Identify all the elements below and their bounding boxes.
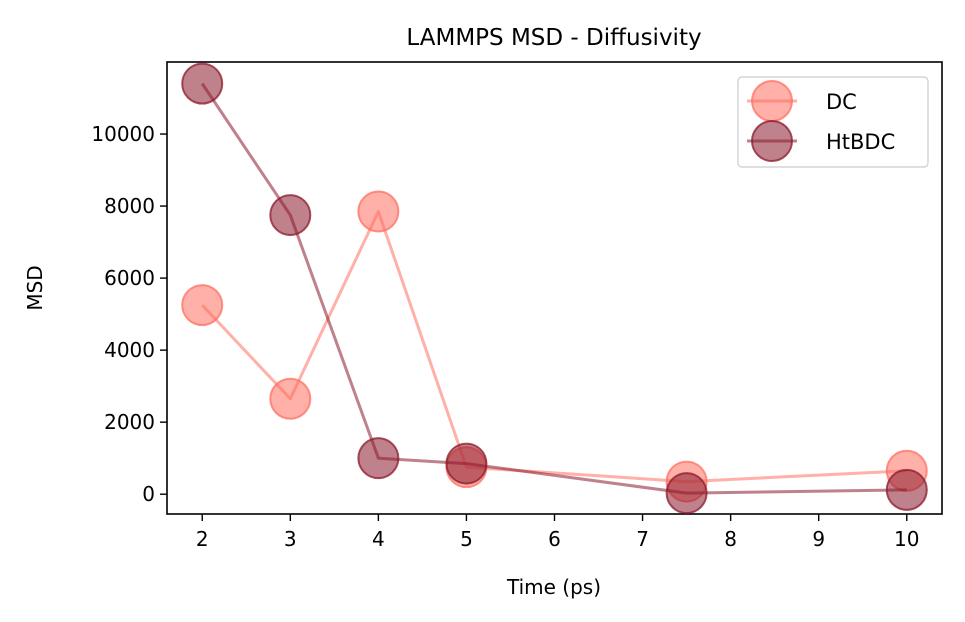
legend-label: DC [826, 90, 857, 114]
legend: DC HtBDC [737, 76, 929, 168]
y-axis-label: MSD [23, 265, 47, 310]
y-tick-label: 10000 [91, 122, 155, 146]
x-tick-label: 7 [636, 527, 649, 551]
x-tick-label: 3 [284, 527, 297, 551]
data-point [269, 194, 312, 237]
x-tick-label: 2 [196, 527, 209, 551]
y-tick-label: 4000 [104, 338, 155, 362]
x-tick-label: 5 [460, 527, 473, 551]
x-tick-label: 6 [548, 527, 561, 551]
data-point [357, 190, 400, 233]
data-point [181, 62, 224, 105]
x-axis: 2 3 4 5 6 7 8 9 10 [196, 514, 919, 551]
data-point [445, 442, 488, 485]
data-point [357, 437, 400, 480]
data-point [885, 468, 928, 511]
series-htbdc [181, 62, 928, 515]
data-point [269, 377, 312, 420]
chart-title: LAMMPS MSD - Diffusivity [406, 25, 701, 51]
legend-marker [751, 80, 793, 122]
y-tick-label: 6000 [104, 266, 155, 290]
series-layer [181, 62, 928, 515]
legend-marker [751, 120, 793, 162]
x-axis-label: Time (ps) [506, 575, 601, 599]
legend-label: HtBDC [826, 130, 895, 154]
data-point [181, 284, 224, 327]
y-axis: 0 2000 4000 6000 8000 10000 [91, 122, 167, 506]
y-tick-label: 0 [142, 482, 155, 506]
x-tick-label: 10 [894, 527, 919, 551]
y-tick-label: 8000 [104, 194, 155, 218]
x-tick-label: 4 [372, 527, 385, 551]
y-tick-label: 2000 [104, 410, 155, 434]
x-tick-label: 9 [812, 527, 825, 551]
x-tick-label: 8 [724, 527, 737, 551]
legend-item-htbdc: HtBDC [747, 120, 895, 162]
series-line [201, 209, 907, 484]
data-point [665, 472, 708, 515]
series-dc [181, 190, 928, 503]
series-line [200, 82, 907, 495]
